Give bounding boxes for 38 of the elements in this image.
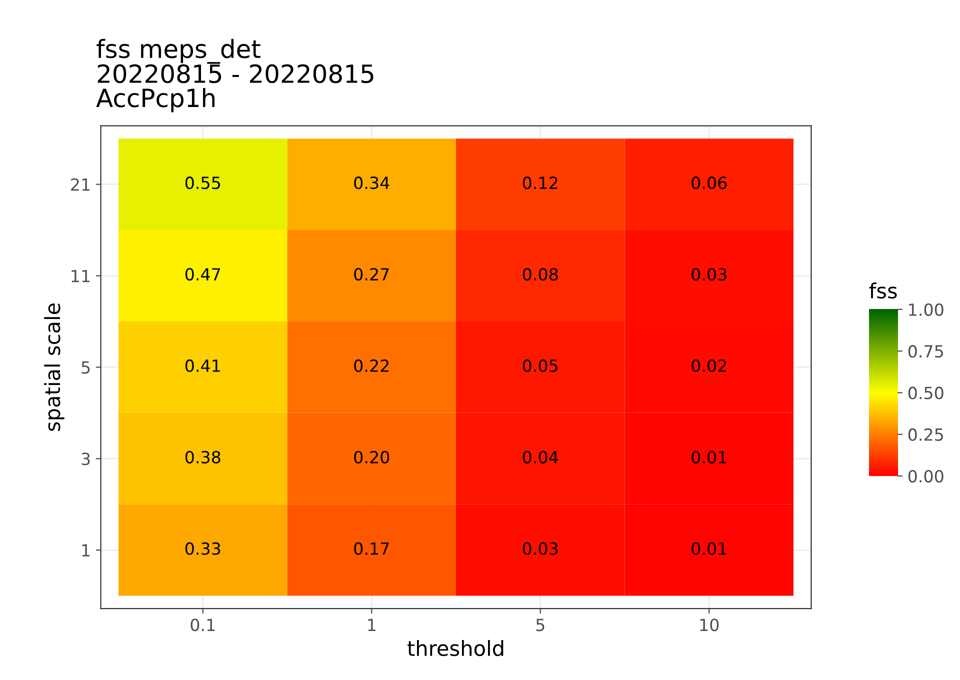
data-label: 0.03 (522, 542, 558, 555)
data-label: 0.41 (185, 359, 220, 372)
data-label: 0.01 (692, 542, 726, 555)
y-tick-label: 11 (72, 270, 90, 282)
x-tick-label: 5 (536, 618, 544, 632)
chart-title: fss meps_det 20220815 - 20220815 AccPcp1h (96, 38, 374, 112)
y-tick-label: 21 (71, 178, 90, 191)
y-tick-label: 5 (82, 361, 90, 374)
data-label: 0.47 (185, 268, 220, 281)
color-bar-label: 0.50 (908, 386, 944, 400)
data-label: 0.03 (692, 268, 726, 281)
color-bar-label: 0.00 (908, 470, 944, 483)
x-tick-label: 1 (368, 618, 376, 631)
data-label: 0.55 (185, 176, 220, 190)
y-tick-label: 3 (82, 452, 90, 466)
data-label: 0.22 (354, 359, 389, 372)
color-bar-label: 0.25 (908, 428, 943, 441)
color-bar-title: fss (869, 282, 897, 299)
data-label: 0.06 (692, 176, 727, 190)
data-label: 0.04 (522, 450, 558, 464)
color-bar-label: 1.00 (909, 303, 944, 316)
y-axis-title: spatial scale (44, 303, 64, 431)
color-bar-label: 0.75 (908, 345, 943, 358)
data-label: 0.05 (522, 359, 558, 372)
y-tick-label: 1 (82, 544, 90, 556)
data-label: 0.08 (522, 268, 558, 281)
data-label: 0.20 (354, 450, 390, 464)
data-label: 0.33 (185, 542, 220, 555)
x-tick-label: 0.1 (190, 618, 215, 632)
data-label: 0.27 (354, 268, 389, 281)
data-label: 0.01 (692, 450, 726, 464)
data-label: 0.38 (185, 450, 220, 464)
x-tick-label: 10 (700, 618, 719, 632)
data-label: 0.02 (692, 359, 726, 372)
data-label: 0.17 (354, 542, 389, 555)
x-axis-title: threshold (408, 640, 504, 656)
data-label: 0.12 (522, 176, 558, 190)
data-label: 0.34 (354, 176, 390, 190)
